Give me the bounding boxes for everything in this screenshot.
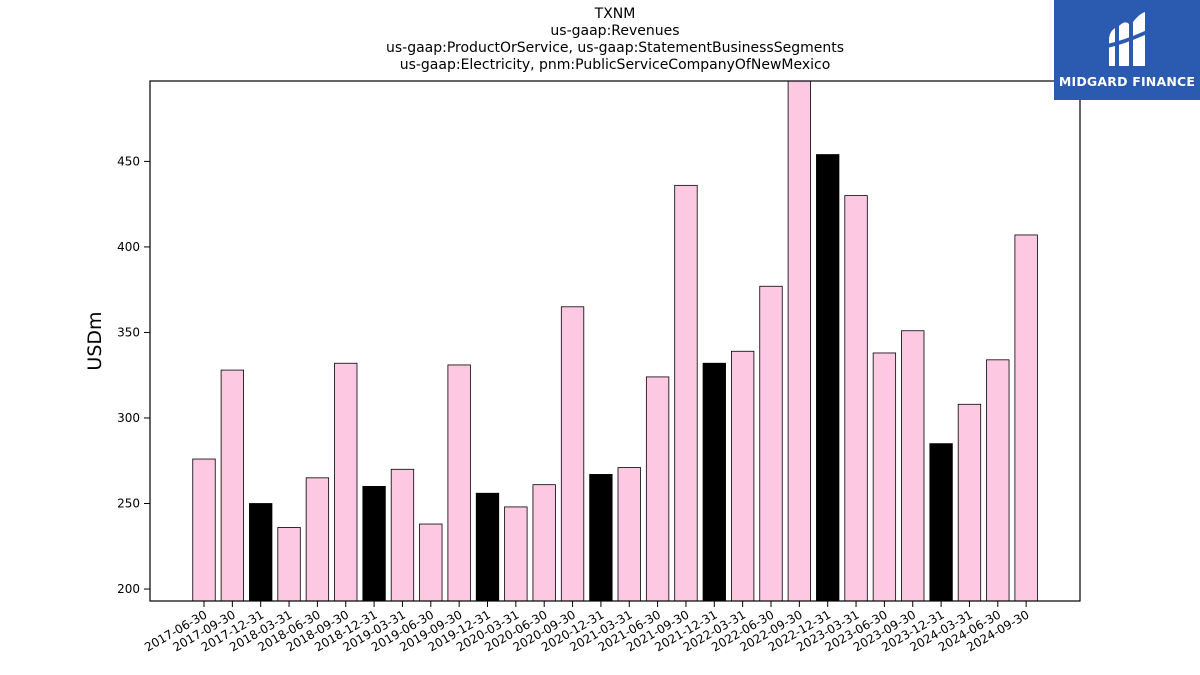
- chart-title-line-3: us-gaap:ProductOrService, us-gaap:Statem…: [385, 40, 844, 56]
- y-tick-label-300: 300: [117, 411, 140, 425]
- bar-2021-03-31: [617, 467, 641, 601]
- y-tick-label-350: 350: [117, 325, 140, 339]
- bar-2020-12-31: [589, 474, 613, 601]
- bar-2024-03-31: [957, 403, 982, 601]
- bar-2020-09-30: [560, 306, 585, 601]
- bar-2023-09-30: [901, 330, 925, 601]
- bar-2023-03-31: [844, 195, 868, 601]
- y-tick-label-450: 450: [117, 154, 140, 168]
- bar-2020-06-30: [532, 484, 556, 601]
- bar-2022-09-30: [787, 81, 811, 601]
- bar-2018-06-30: [305, 477, 330, 601]
- bar-2018-12-31: [362, 485, 386, 601]
- bar-2024-06-30: [986, 359, 1010, 601]
- chart-title-line-1: TXNM: [594, 6, 636, 22]
- bar-2024-09-30: [1014, 234, 1038, 601]
- chart-title: TXNM us-gaap:Revenues us-gaap:ProductOrS…: [150, 6, 1080, 74]
- bar-2019-09-30: [447, 364, 471, 601]
- bar-2019-06-30: [419, 523, 443, 601]
- y-tick-label-200: 200: [117, 582, 140, 596]
- y-tick-label-400: 400: [117, 240, 140, 254]
- bar-2017-06-30: [192, 458, 216, 601]
- brand-logo: MIDGARD FINANCE: [1054, 0, 1200, 100]
- bar-2021-12-31: [702, 362, 726, 601]
- bar-2022-12-31: [816, 154, 840, 601]
- bar-2017-09-30: [220, 369, 245, 601]
- y-tick-label-250: 250: [117, 497, 140, 511]
- bar-2019-12-31: [475, 492, 500, 601]
- plot-frame: [149, 80, 1081, 602]
- chart-title-line-2: us-gaap:Revenues: [550, 23, 680, 39]
- y-axis-label: USDm: [84, 311, 106, 370]
- bar-2018-03-31: [277, 527, 301, 601]
- bar-2022-03-31: [731, 350, 755, 601]
- bar-2017-12-31: [249, 503, 273, 601]
- bar-2022-06-30: [759, 285, 783, 601]
- bar-2023-12-31: [929, 443, 953, 601]
- bar-2021-06-30: [645, 376, 670, 601]
- bar-2020-03-31: [504, 506, 528, 601]
- logo-mark-icon: [1107, 12, 1147, 66]
- brand-name: MIDGARD FINANCE: [1058, 74, 1196, 89]
- bar-2021-09-30: [674, 184, 698, 601]
- bar-2018-09-30: [334, 362, 358, 601]
- bar-2019-03-31: [390, 468, 415, 601]
- bar-2023-06-30: [872, 352, 897, 601]
- chart-title-line-4: us-gaap:Electricity, pnm:PublicServiceCo…: [399, 57, 831, 73]
